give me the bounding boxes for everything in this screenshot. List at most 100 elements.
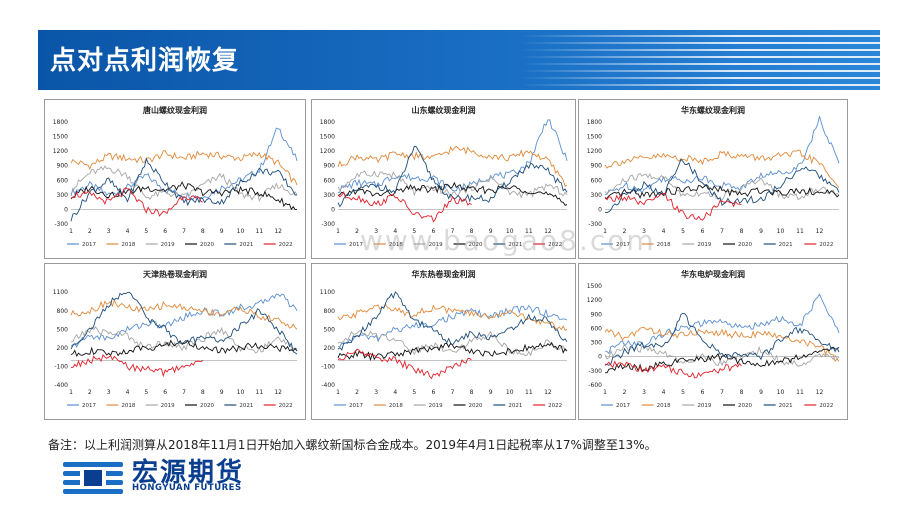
y-tick-label: 200 <box>324 345 336 352</box>
y-tick-label: 1200 <box>587 148 602 155</box>
series-line-2022 <box>71 354 204 378</box>
y-tick-label: -100 <box>54 363 68 370</box>
y-tick-label: 1500 <box>587 134 602 141</box>
x-tick-label: 1 <box>603 389 607 396</box>
series-line-2022 <box>604 360 742 379</box>
series-line-2019 <box>337 330 568 357</box>
x-tick-label: 4 <box>662 389 666 396</box>
legend-label: 2021 <box>508 242 522 248</box>
x-tick-label: 4 <box>126 389 130 396</box>
legend-label: 2020 <box>200 403 214 409</box>
legend-label: 2018 <box>657 242 671 248</box>
x-tick-label: 10 <box>777 389 785 396</box>
x-tick-label: 8 <box>470 389 474 396</box>
y-tick-label: 1800 <box>53 119 68 126</box>
legend-label: 2022 <box>819 242 833 248</box>
y-tick-label: 1100 <box>53 289 68 296</box>
logo-chinese-name: 宏源期货 <box>132 458 245 488</box>
y-tick-label: 1500 <box>587 283 602 290</box>
x-tick-label: 1 <box>69 389 73 396</box>
legend-label: 2018 <box>121 403 135 409</box>
x-tick-label: 8 <box>740 389 744 396</box>
chart-title: 唐山螺纹现金利润 <box>143 105 207 115</box>
chart-title: 天津热卷现金利润 <box>143 269 207 279</box>
x-tick-label: 7 <box>720 389 724 396</box>
x-tick-label: 3 <box>107 228 111 235</box>
series-line-2018 <box>604 326 840 362</box>
y-tick-label: 1200 <box>587 297 602 304</box>
x-tick-label: 6 <box>701 389 705 396</box>
x-tick-label: 12 <box>544 228 552 235</box>
x-tick-label: 11 <box>256 389 264 396</box>
legend-label: 2021 <box>779 403 793 409</box>
legend-label: 2020 <box>738 242 752 248</box>
x-tick-label: 2 <box>355 389 359 396</box>
chart-panel-tangshan-rebar: 唐山螺纹现金利润 -300 0 300 600 900 1200 1500 1800 1 2 3 4 5 6… <box>44 99 306 259</box>
y-tick-label: 200 <box>57 345 69 352</box>
series-line-2017 <box>70 127 298 200</box>
legend-label: 2018 <box>657 403 671 409</box>
logo-emblem-icon <box>63 462 123 494</box>
y-tick-label: 1800 <box>587 119 602 126</box>
series-line-2018 <box>337 303 568 331</box>
chart-title: 山东螺纹现金利润 <box>412 105 476 115</box>
y-tick-label: 1200 <box>320 148 335 155</box>
series-line-2019 <box>604 172 840 202</box>
x-tick-label: 3 <box>642 228 646 235</box>
legend-label: 2021 <box>239 242 253 248</box>
y-tick-label: 800 <box>57 308 69 315</box>
x-tick-label: 2 <box>88 228 92 235</box>
x-tick-label: 10 <box>237 228 245 235</box>
legend-label: 2018 <box>389 403 403 409</box>
x-tick-label: 11 <box>796 228 804 235</box>
x-tick-label: 6 <box>163 389 167 396</box>
x-tick-label: 1 <box>336 228 340 235</box>
x-tick-label: 9 <box>220 389 224 396</box>
x-tick-label: 11 <box>796 389 804 396</box>
chart-panel-tianjin-hrc: 天津热卷现金利润 -400 -100 200 500 800 1100 1 2 3 4 5 6 7 8 9 10… <box>44 263 306 420</box>
x-tick-label: 1 <box>69 228 73 235</box>
legend-label: 2017 <box>616 403 630 409</box>
legend-label: 2017 <box>349 403 363 409</box>
legend-label: 2019 <box>697 403 711 409</box>
y-tick-label: -400 <box>54 382 68 389</box>
y-tick-label: 0 <box>331 206 335 213</box>
series-line-2018 <box>70 150 298 186</box>
x-tick-label: 7 <box>182 228 186 235</box>
y-tick-label: 900 <box>591 163 603 170</box>
series-line-2017 <box>70 293 298 348</box>
x-tick-label: 12 <box>816 228 824 235</box>
y-tick-label: 600 <box>324 177 336 184</box>
y-tick-label: 1100 <box>320 289 335 296</box>
legend-label: 2021 <box>239 403 253 409</box>
legend-label: 2020 <box>469 403 483 409</box>
y-tick-label: 1500 <box>53 134 68 141</box>
series-line-2021 <box>604 158 840 214</box>
x-tick-label: 4 <box>393 228 397 235</box>
chart-title: 华东热卷现金利润 <box>412 269 476 279</box>
legend-label: 2019 <box>429 242 443 248</box>
series-line-2021 <box>70 291 298 355</box>
series-line-2021 <box>337 291 568 351</box>
series-line-2022 <box>70 187 203 217</box>
x-tick-label: 8 <box>201 228 205 235</box>
chart-title: 华东电炉现金利润 <box>681 269 745 279</box>
legend-label: 2019 <box>429 403 443 409</box>
footnote: 备注：以上利润测算从2018年11月1日开始加入螺纹新国标合金成本。2019年4… <box>48 438 657 452</box>
x-tick-label: 3 <box>642 389 646 396</box>
y-tick-label: 1500 <box>320 134 335 141</box>
x-tick-label: 11 <box>525 228 533 235</box>
x-tick-label: 12 <box>816 389 824 396</box>
x-tick-label: 11 <box>256 228 264 235</box>
x-tick-label: 9 <box>759 228 763 235</box>
x-tick-label: 6 <box>163 228 167 235</box>
chart-panel-east-china-eaf: 华东电炉现金利润 -600 -300 0 300 600 900 1200 1500 1 2 3 4 5 6… <box>578 263 848 420</box>
y-tick-label: 0 <box>598 206 602 213</box>
x-tick-label: 7 <box>451 389 455 396</box>
y-tick-label: 900 <box>324 163 336 170</box>
series-line-2018 <box>604 149 840 188</box>
